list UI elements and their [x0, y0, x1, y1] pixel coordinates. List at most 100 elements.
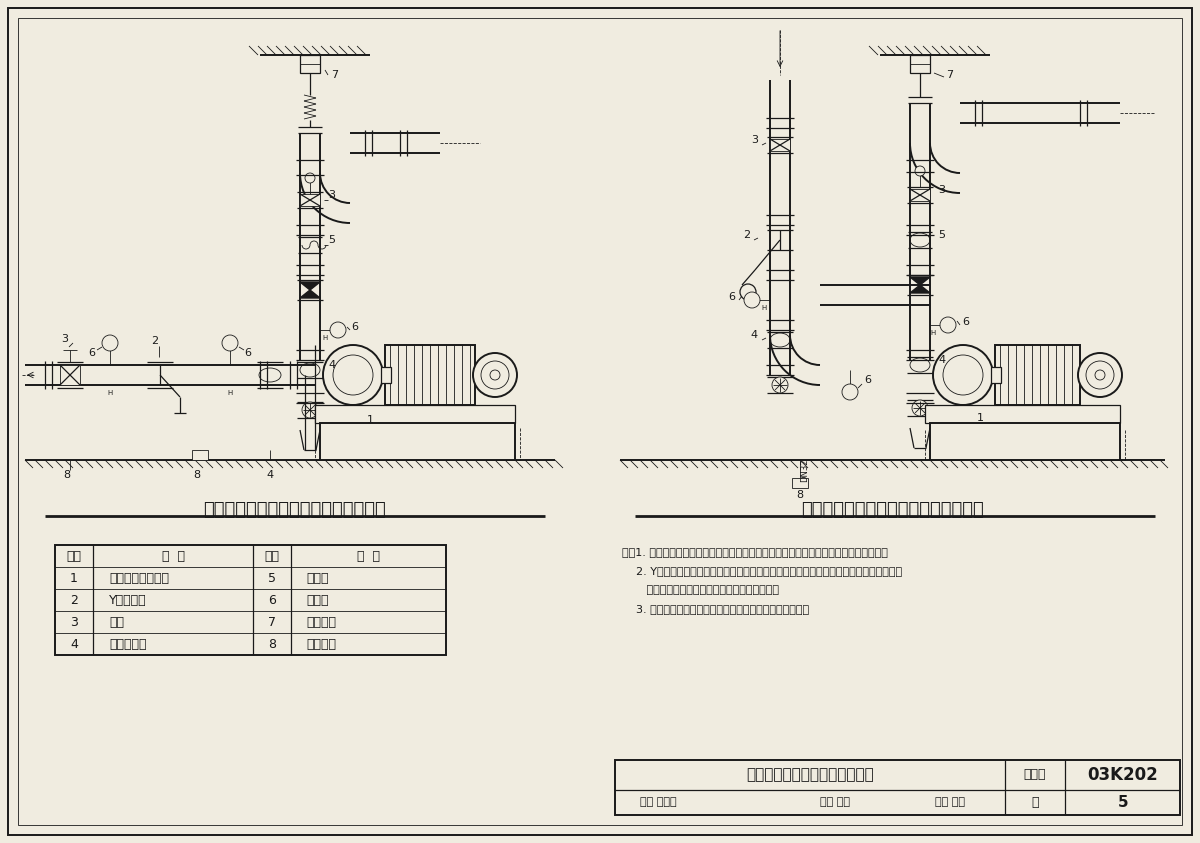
Bar — [300, 55, 320, 73]
Text: 水泵（包括电机）: 水泵（包括电机） — [109, 572, 169, 584]
Circle shape — [940, 317, 956, 333]
Text: 6: 6 — [962, 317, 970, 327]
Bar — [60, 365, 80, 385]
Text: 页: 页 — [1031, 796, 1039, 809]
Text: 审核 马友才: 审核 马友才 — [640, 797, 677, 808]
Bar — [385, 345, 475, 405]
Text: 8: 8 — [64, 470, 71, 480]
Text: 弹性托架: 弹性托架 — [306, 637, 336, 651]
Text: 3: 3 — [751, 135, 758, 145]
Polygon shape — [300, 282, 320, 290]
Circle shape — [1078, 353, 1122, 397]
Bar — [55, 545, 446, 655]
Text: 5: 5 — [1117, 795, 1128, 810]
Circle shape — [772, 377, 788, 393]
Text: 6: 6 — [89, 348, 96, 358]
Bar — [300, 194, 320, 206]
Circle shape — [305, 173, 314, 183]
Circle shape — [330, 322, 346, 338]
Text: 6: 6 — [268, 593, 276, 606]
Bar — [770, 139, 790, 151]
Text: 编号: 编号 — [66, 550, 82, 562]
Text: 止回阀: 止回阀 — [306, 572, 329, 584]
Text: 6: 6 — [245, 348, 252, 358]
Text: 2: 2 — [743, 230, 750, 240]
Text: 1: 1 — [977, 413, 984, 423]
Text: H: H — [930, 330, 936, 336]
Bar — [792, 478, 808, 488]
Bar — [910, 189, 930, 201]
Bar — [995, 345, 1080, 405]
Polygon shape — [910, 277, 930, 285]
Text: 名  称: 名 称 — [162, 550, 185, 562]
Text: 可曲挠接头: 可曲挠接头 — [109, 637, 146, 651]
Bar — [910, 55, 930, 73]
Text: 8: 8 — [268, 637, 276, 651]
Bar — [382, 367, 391, 383]
Text: 7: 7 — [947, 70, 954, 80]
Circle shape — [302, 402, 318, 418]
Text: 压力表: 压力表 — [306, 593, 329, 606]
Text: 校对 张昕: 校对 张昕 — [820, 797, 850, 808]
Text: 1: 1 — [366, 415, 373, 425]
Text: 安装时应确保能抽出滤芯，便于清洗或检修。: 安装时应确保能抽出滤芯，便于清洗或检修。 — [622, 585, 779, 595]
Circle shape — [740, 284, 756, 300]
Text: H: H — [107, 390, 113, 396]
Text: 6: 6 — [352, 322, 359, 332]
Text: 8: 8 — [797, 490, 804, 500]
Text: H: H — [761, 305, 767, 311]
Text: 4: 4 — [938, 355, 946, 365]
Bar — [192, 450, 208, 460]
Text: 5: 5 — [938, 230, 946, 240]
Text: 7: 7 — [268, 615, 276, 629]
Text: 图集号: 图集号 — [1024, 769, 1046, 781]
Circle shape — [916, 166, 925, 176]
Circle shape — [102, 335, 118, 351]
Circle shape — [473, 353, 517, 397]
Text: 4: 4 — [329, 360, 336, 370]
Text: 7: 7 — [331, 70, 338, 80]
Text: 2: 2 — [70, 593, 78, 606]
Text: 3: 3 — [329, 190, 336, 200]
Text: 4: 4 — [751, 330, 758, 340]
Bar — [314, 405, 515, 423]
Text: 03K202: 03K202 — [1087, 766, 1158, 784]
Text: 2: 2 — [151, 336, 158, 346]
Circle shape — [1096, 370, 1105, 380]
Text: DN32: DN32 — [800, 459, 810, 481]
Text: H: H — [323, 335, 328, 341]
Text: H: H — [227, 390, 233, 396]
Text: 6: 6 — [864, 375, 871, 385]
Text: 6: 6 — [728, 292, 736, 302]
Text: 3: 3 — [70, 615, 78, 629]
Bar — [616, 760, 1180, 815]
Text: 8: 8 — [193, 470, 200, 480]
Circle shape — [323, 345, 383, 405]
Text: 2. Y型过滤器可由设计人员决定是否安装（或根据实际情况选用其它过滤器或除污器）。: 2. Y型过滤器可由设计人员决定是否安装（或根据实际情况选用其它过滤器或除污器）… — [622, 566, 902, 576]
Text: 单级单吸卧式离心泵接管示意图（一）: 单级单吸卧式离心泵接管示意图（一） — [204, 501, 386, 519]
Text: 1: 1 — [70, 572, 78, 584]
Bar — [930, 423, 1120, 460]
Circle shape — [490, 370, 500, 380]
Text: 设计 徐鸿: 设计 徐鸿 — [935, 797, 965, 808]
Text: 5: 5 — [268, 572, 276, 584]
Text: 名  称: 名 称 — [358, 550, 380, 562]
Circle shape — [222, 335, 238, 351]
Text: 单级单吸卧式离心泵接管示意图（二）: 单级单吸卧式离心泵接管示意图（二） — [802, 501, 984, 519]
Text: 阀门: 阀门 — [109, 615, 124, 629]
Polygon shape — [910, 285, 930, 293]
Text: 3: 3 — [61, 334, 68, 344]
Text: 3. 压力表型号及安装位置由设计人员根据实际情况确定。: 3. 压力表型号及安装位置由设计人员根据实际情况确定。 — [622, 604, 809, 614]
Text: 4: 4 — [70, 637, 78, 651]
Text: 4: 4 — [266, 470, 274, 480]
Polygon shape — [300, 290, 320, 298]
Circle shape — [744, 292, 760, 308]
Text: 单级单吸卧式离心泵接管示意图: 单级单吸卧式离心泵接管示意图 — [746, 767, 874, 782]
Text: 弹性吊架: 弹性吊架 — [306, 615, 336, 629]
Text: 编号: 编号 — [264, 550, 280, 562]
Text: 5: 5 — [329, 235, 336, 245]
Circle shape — [842, 384, 858, 400]
Text: 3: 3 — [938, 185, 946, 195]
Text: 注：1. 本图仅表示卧式离心式水泵进出水管基本接管形式。设计允许时，也可使用喷弯。: 注：1. 本图仅表示卧式离心式水泵进出水管基本接管形式。设计允许时，也可使用喷弯… — [622, 547, 888, 557]
Circle shape — [912, 400, 928, 416]
